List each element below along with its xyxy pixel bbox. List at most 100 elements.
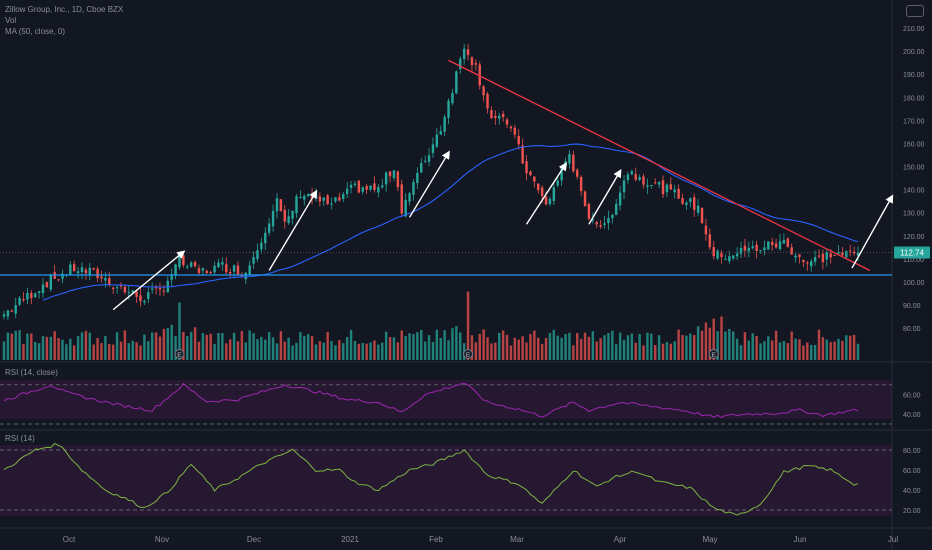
- price-axis[interactable]: 80.00 90.00 100.00 110.00 120.00 130.00 140.00…: [894, 26, 930, 333]
- candle[interactable]: [349, 184, 353, 188]
- candle[interactable]: [76, 271, 80, 274]
- candle[interactable]: [681, 197, 684, 204]
- candle[interactable]: [841, 252, 844, 256]
- candle[interactable]: [505, 119, 509, 125]
- candle[interactable]: [778, 241, 782, 250]
- candle[interactable]: [556, 180, 559, 186]
- candle[interactable]: [544, 197, 548, 205]
- candle[interactable]: [537, 183, 540, 191]
- candle[interactable]: [747, 247, 751, 252]
- candle[interactable]: [162, 290, 166, 292]
- candle[interactable]: [236, 265, 240, 275]
- candle[interactable]: [115, 287, 119, 289]
- candle[interactable]: [763, 247, 766, 251]
- candle[interactable]: [22, 299, 25, 301]
- earnings-marker-circle[interactable]: [463, 349, 474, 359]
- candle[interactable]: [618, 192, 622, 206]
- candle[interactable]: [615, 203, 618, 215]
- candle[interactable]: [790, 247, 793, 255]
- candle[interactable]: [287, 216, 290, 223]
- candle[interactable]: [330, 203, 333, 205]
- candle[interactable]: [225, 264, 228, 273]
- candle[interactable]: [139, 295, 142, 302]
- candle[interactable]: [338, 197, 341, 201]
- candle[interactable]: [123, 286, 127, 293]
- candle[interactable]: [809, 261, 813, 267]
- candle[interactable]: [759, 250, 762, 252]
- candle[interactable]: [716, 250, 719, 259]
- candle[interactable]: [833, 255, 836, 257]
- candle[interactable]: [673, 189, 676, 193]
- candle[interactable]: [755, 244, 758, 252]
- candle[interactable]: [638, 177, 641, 180]
- candle[interactable]: [728, 256, 731, 262]
- candle[interactable]: [154, 287, 158, 289]
- candle[interactable]: [490, 110, 493, 119]
- candle[interactable]: [88, 267, 91, 275]
- candle[interactable]: [583, 191, 587, 207]
- candle[interactable]: [369, 185, 372, 190]
- candle[interactable]: [2, 314, 6, 317]
- candle[interactable]: [205, 270, 208, 274]
- candle[interactable]: [474, 62, 478, 65]
- candle[interactable]: [540, 187, 544, 197]
- candle[interactable]: [182, 255, 185, 266]
- candle[interactable]: [420, 162, 423, 173]
- candle[interactable]: [786, 238, 790, 247]
- earnings-marker-circle[interactable]: [174, 349, 185, 359]
- candle[interactable]: [326, 195, 329, 205]
- candle[interactable]: [92, 267, 95, 270]
- candle[interactable]: [696, 205, 700, 213]
- candle[interactable]: [611, 214, 614, 219]
- candle[interactable]: [478, 64, 481, 86]
- candle[interactable]: [57, 279, 60, 281]
- candle[interactable]: [501, 113, 505, 118]
- candle[interactable]: [560, 167, 563, 181]
- candle[interactable]: [517, 136, 520, 145]
- candle[interactable]: [821, 253, 825, 263]
- candle[interactable]: [693, 197, 696, 210]
- candle[interactable]: [373, 183, 376, 190]
- candle[interactable]: [657, 182, 661, 185]
- candle[interactable]: [392, 170, 396, 179]
- candle[interactable]: [303, 195, 306, 200]
- candle[interactable]: [708, 234, 712, 248]
- candle[interactable]: [158, 288, 162, 290]
- candle[interactable]: [494, 115, 497, 118]
- candle[interactable]: [646, 185, 649, 187]
- candle[interactable]: [848, 250, 852, 252]
- candle[interactable]: [509, 126, 513, 129]
- candle[interactable]: [459, 58, 462, 70]
- candle[interactable]: [108, 278, 111, 286]
- candle[interactable]: [427, 155, 431, 162]
- candle[interactable]: [579, 176, 583, 192]
- candle[interactable]: [423, 160, 427, 162]
- candle[interactable]: [6, 310, 10, 317]
- candle[interactable]: [852, 251, 856, 254]
- candle[interactable]: [798, 254, 801, 258]
- candle[interactable]: [147, 292, 150, 299]
- candle[interactable]: [435, 134, 439, 147]
- candle[interactable]: [283, 209, 286, 222]
- candle[interactable]: [45, 281, 49, 288]
- candle[interactable]: [61, 273, 64, 279]
- candle[interactable]: [529, 171, 532, 176]
- candle[interactable]: [774, 243, 778, 248]
- candle[interactable]: [704, 225, 708, 235]
- candle[interactable]: [365, 185, 368, 190]
- candle[interactable]: [591, 219, 595, 221]
- candle[interactable]: [111, 287, 115, 289]
- candle[interactable]: [482, 86, 485, 96]
- candle[interactable]: [451, 92, 454, 104]
- candle[interactable]: [318, 196, 322, 202]
- candle[interactable]: [462, 48, 466, 60]
- candle[interactable]: [314, 194, 318, 199]
- candle[interactable]: [345, 188, 349, 194]
- candle[interactable]: [150, 288, 154, 290]
- candle[interactable]: [217, 262, 220, 268]
- candle[interactable]: [603, 223, 606, 226]
- candle[interactable]: [33, 293, 37, 298]
- candle[interactable]: [14, 305, 17, 314]
- candle[interactable]: [41, 284, 45, 294]
